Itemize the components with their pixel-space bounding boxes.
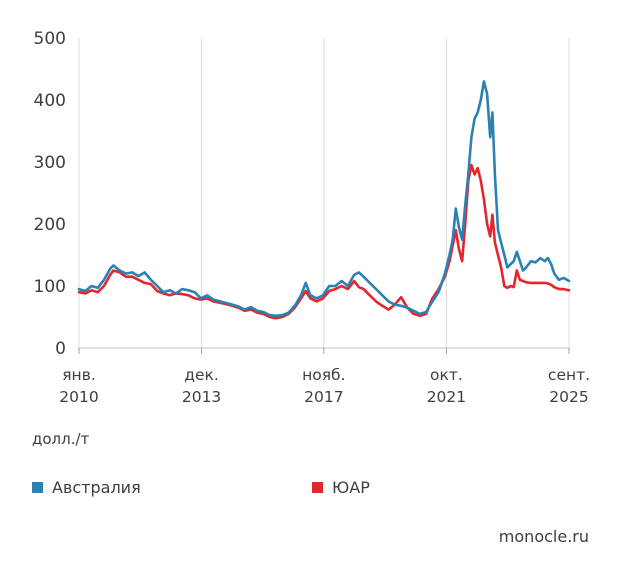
y-tick-label: 200 [34,215,66,235]
line-chart: 0 100 200 300 400 500 янв. 2010 дек. 2013 нояб. 20… [34,29,591,406]
y-axis-ticks: 0 100 200 300 400 500 [34,29,66,359]
x-tick-label-year: 2025 [549,388,588,406]
x-axis-ticks: янв. 2010 дек. 2013 нояб. 2017 окт. 2021 сент. 20… [59,366,590,406]
y-tick-label: 300 [34,153,66,173]
legend-item-south-africa: ЮАР [312,478,370,497]
legend-swatch-australia [32,482,43,493]
unit-label: долл./т [32,430,90,448]
legend-label-australia: Австралия [52,478,141,497]
y-tick-label: 0 [55,339,66,359]
x-tick-label-year: 2013 [182,388,221,406]
legend-item-australia: Австралия [32,478,141,497]
grid [78,38,570,354]
y-tick-label: 100 [34,277,66,297]
y-tick-label: 500 [34,29,66,49]
x-tick-label-month: нояб. [302,366,345,384]
x-tick-label-month: дек. [184,366,219,384]
series-lines [77,80,571,320]
series-line-australia [77,80,571,318]
x-tick-label-year: 2010 [59,388,98,406]
x-tick-label-month: сент. [548,366,590,384]
x-tick-label-month: янв. [62,366,96,384]
x-tick-label-year: 2017 [304,388,343,406]
source-label: monocle.ru [498,527,589,546]
legend-label-south-africa: ЮАР [332,478,370,497]
x-tick-label-month: окт. [430,366,463,384]
x-tick-label-year: 2021 [427,388,466,406]
y-tick-label: 400 [34,91,66,111]
legend-swatch-south-africa [312,482,323,493]
